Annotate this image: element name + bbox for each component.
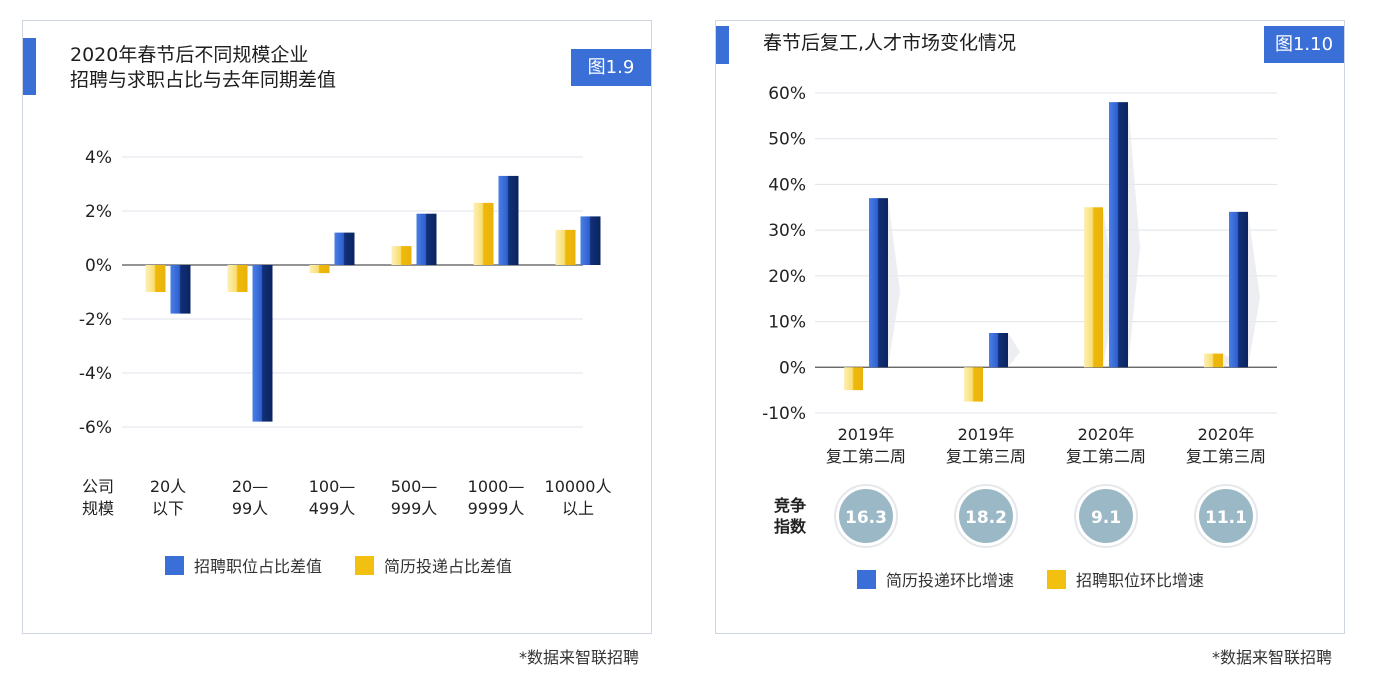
y-tick-label: 0% (85, 256, 112, 276)
competition-index-value: 16.3 (845, 508, 887, 528)
bar-blue (869, 198, 888, 368)
left-title-line2: 招聘与求职占比与去年同期差值 (70, 69, 337, 91)
category-label-line2: 复工第三周 (1186, 447, 1266, 466)
legend-swatch-yellow (355, 555, 375, 575)
bar-yellow (309, 265, 330, 274)
bar-blue (1229, 211, 1248, 368)
category-label-line1: 2019年 (838, 425, 895, 444)
right-chart-title: 春节后复工,人才市场变化情况 (763, 32, 1017, 54)
category-label-line2: 499人 (309, 499, 356, 518)
category-label-line1: 100— (309, 477, 356, 496)
bar-shadow (1008, 333, 1020, 368)
bar-yellow (391, 246, 412, 265)
bar-yellow (145, 265, 166, 292)
left-title-line1: 2020年春节后不同规模企业 (70, 44, 309, 66)
competition-bubble (1199, 489, 1253, 543)
figure-badge-1-9: 图1.9 (571, 49, 651, 86)
legend-item-yellow: 简历投递占比差值 (355, 553, 512, 577)
y-tick-label: 30% (768, 221, 806, 241)
axis-label-company: 公司 (82, 477, 114, 496)
right-source-note: *数据来智联招聘 (1212, 648, 1333, 667)
legend-item-blue: 招聘职位占比差值 (165, 553, 322, 577)
category-label-line2: 以上 (562, 499, 594, 518)
left-chart-title: 2020年春节后不同规模企业 招聘与求职占比与去年同期差值 (70, 43, 336, 93)
competition-index-value: 11.1 (1205, 508, 1247, 528)
legend-swatch-yellow (1047, 569, 1067, 589)
right-legend: 简历投递环比增速 招聘职位环比增速 (857, 567, 1237, 591)
legend-label-blue: 招聘职位占比差值 (194, 557, 323, 576)
bar-blue (498, 175, 519, 265)
category-label-line2: 99人 (232, 499, 268, 518)
bar-blue (170, 265, 191, 314)
figure-badge-1-10: 图1.10 (1264, 26, 1344, 63)
competition-bubble (959, 489, 1013, 543)
bar-yellow (1084, 207, 1103, 368)
y-tick-label: 50% (768, 130, 806, 150)
category-label-line2: 复工第三周 (946, 447, 1026, 466)
legend-label-yellow: 招聘职位环比增速 (1076, 571, 1205, 590)
category-label-line2: 以下 (152, 499, 184, 518)
bar-yellow (964, 367, 983, 402)
bar-yellow (473, 202, 494, 265)
y-tick-label: 40% (768, 175, 806, 195)
competition-bubble (1079, 489, 1133, 543)
category-label-line2: 999人 (391, 499, 438, 518)
legend-label-blue: 简历投递环比增速 (886, 571, 1015, 590)
axis-label-size: 规模 (82, 499, 114, 518)
y-tick-label: 60% (768, 84, 806, 104)
title-accent-bar (716, 26, 729, 64)
category-label-line1: 2019年 (958, 425, 1015, 444)
competition-index-value: 18.2 (965, 508, 1007, 528)
legend-item-yellow: 招聘职位环比增速 (1047, 567, 1204, 591)
category-label-line1: 1000— (468, 477, 525, 496)
category-label-line2: 复工第二周 (1066, 447, 1146, 466)
bar-shadow (888, 198, 900, 368)
legend-label-yellow: 简历投递占比差值 (384, 557, 513, 576)
category-label-line2: 9999人 (468, 499, 525, 518)
bar-blue (1109, 102, 1128, 368)
bar-blue (334, 232, 355, 265)
category-label-line2: 复工第二周 (826, 447, 906, 466)
bar-yellow (844, 367, 863, 391)
left-chart-panel: 2020年春节后不同规模企业 招聘与求职占比与去年同期差值 图1.9 招聘职位占… (22, 20, 652, 634)
legend-swatch-blue (165, 555, 184, 575)
competition-label-line2: 指数 (774, 517, 807, 536)
y-tick-label: 10% (768, 313, 806, 333)
left-legend: 招聘职位占比差值 简历投递占比差值 (165, 553, 545, 577)
bar-yellow (555, 229, 576, 265)
legend-item-blue: 简历投递环比增速 (857, 567, 1014, 591)
competition-label-line1: 竞争 (774, 496, 806, 515)
legend-swatch-blue (857, 569, 876, 589)
bar-shadow (1128, 102, 1140, 368)
bar-yellow (227, 265, 248, 292)
bar-blue (989, 333, 1008, 368)
bar-blue (252, 265, 273, 422)
title-accent-bar (23, 38, 36, 95)
bar-blue (416, 213, 437, 265)
bar-shadow (1248, 211, 1260, 368)
competition-bubble (839, 489, 893, 543)
bar-blue (580, 216, 601, 265)
y-tick-label: 20% (768, 267, 806, 287)
y-tick-label: 0% (779, 358, 806, 378)
category-label-line1: 500— (391, 477, 438, 496)
competition-index-value: 9.1 (1091, 508, 1121, 528)
y-tick-label: 2% (85, 202, 112, 222)
category-label-line1: 2020年 (1078, 425, 1135, 444)
category-label-line1: 20— (232, 477, 268, 496)
left-source-note: *数据来智联招聘 (519, 648, 640, 667)
category-label-line1: 20人 (150, 477, 186, 496)
y-tick-label: -10% (762, 404, 806, 424)
y-tick-label: 4% (85, 148, 112, 168)
category-label-line1: 2020年 (1198, 425, 1255, 444)
y-tick-label: -4% (79, 364, 112, 384)
category-label-line1: 10000人 (545, 477, 612, 496)
bar-yellow (1204, 353, 1223, 368)
y-tick-label: -2% (79, 310, 112, 330)
y-tick-label: -6% (79, 418, 112, 438)
